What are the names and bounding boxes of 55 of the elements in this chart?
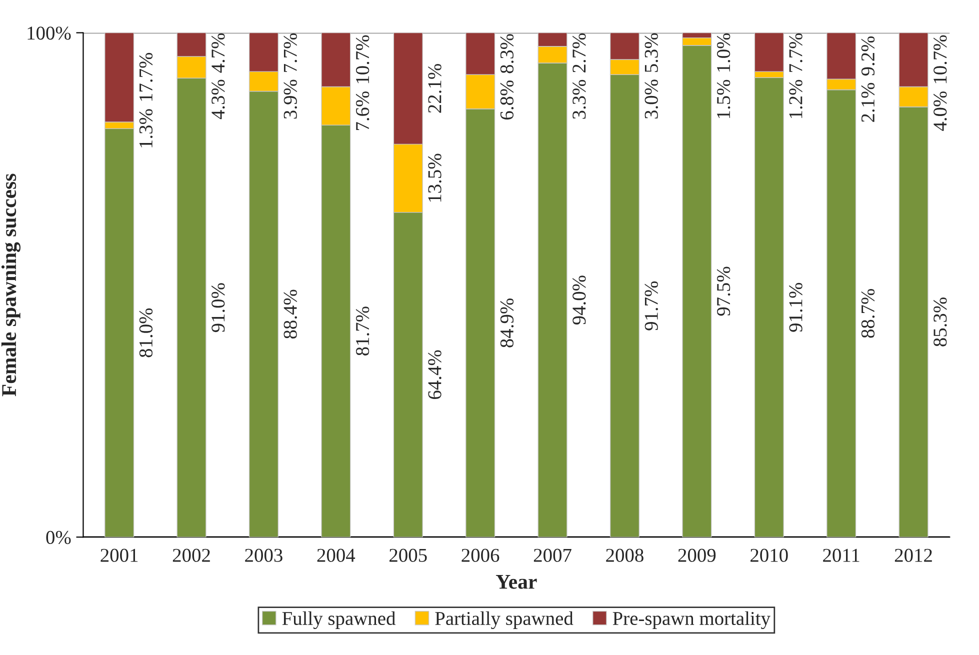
data-label: 64.4% xyxy=(428,350,442,399)
data-label: 4.7% xyxy=(212,33,225,73)
data-label: 7.6% xyxy=(356,91,370,130)
data-label: 85.3% xyxy=(934,298,947,346)
data-label: 3.3% xyxy=(572,80,586,119)
data-label: 88.4% xyxy=(284,290,297,339)
data-label: 7.7% xyxy=(789,33,802,72)
data-label: 22.1% xyxy=(428,64,442,113)
y-axis-title: Female spawning success xyxy=(1,174,20,396)
x-tick-label: 2007 xyxy=(534,548,572,562)
y-tick-label: 100% xyxy=(28,26,71,40)
legend-label: Pre-spawn mortality xyxy=(612,611,770,630)
data-label: 10.7% xyxy=(934,35,947,84)
data-label: 3.9% xyxy=(284,80,297,119)
data-label: 94.0% xyxy=(572,276,586,325)
x-tick-label: 2005 xyxy=(390,548,427,562)
x-tick-label: 2002 xyxy=(172,548,210,562)
data-label: 91.1% xyxy=(789,282,802,332)
x-tick-label: 2003 xyxy=(245,548,282,562)
data-label: 91.0% xyxy=(212,283,225,332)
legend-label: Fully spawned xyxy=(282,611,396,630)
y-tick-label: 0% xyxy=(46,530,71,544)
data-label: 84.9% xyxy=(500,298,514,348)
data-label: 10.7% xyxy=(356,35,370,84)
x-tick-label: 2006 xyxy=(462,548,500,562)
data-label: 5.3% xyxy=(644,33,658,72)
data-label: 88.7% xyxy=(861,288,875,338)
data-label: 81.0% xyxy=(139,308,153,358)
data-label: 1.5% xyxy=(716,80,730,118)
data-label: 91.7% xyxy=(644,281,658,330)
data-label: 81.7% xyxy=(356,306,370,356)
x-tick-label: 2010 xyxy=(750,548,788,562)
x-axis-title: Year xyxy=(496,574,537,589)
data-label: 2.1% xyxy=(861,82,875,122)
data-label: 1.3% xyxy=(139,109,153,148)
data-label: 2.7% xyxy=(572,33,586,72)
data-label: 13.5% xyxy=(428,154,442,202)
data-label: 8.3% xyxy=(500,34,514,74)
x-tick-label: 2004 xyxy=(317,548,356,562)
data-label: 1.0% xyxy=(716,33,730,72)
x-tick-label: 2009 xyxy=(678,548,716,562)
x-tick-label: 2011 xyxy=(823,548,860,562)
data-label: 4.3% xyxy=(212,80,225,120)
legend-label: Partially spawned xyxy=(435,611,574,630)
data-label: 9.2% xyxy=(861,36,875,76)
data-label: 97.5% xyxy=(716,266,730,316)
x-tick-label: 2012 xyxy=(894,548,932,562)
data-label: 17.7% xyxy=(139,52,153,101)
data-label: 7.7% xyxy=(284,33,297,72)
data-label: 1.2% xyxy=(789,80,802,118)
data-label: 6.8% xyxy=(500,80,514,120)
x-tick-label: 2008 xyxy=(606,548,644,562)
data-label: 3.0% xyxy=(644,80,658,119)
x-tick-label: 2001 xyxy=(100,548,138,562)
data-label: 4.0% xyxy=(934,91,947,131)
